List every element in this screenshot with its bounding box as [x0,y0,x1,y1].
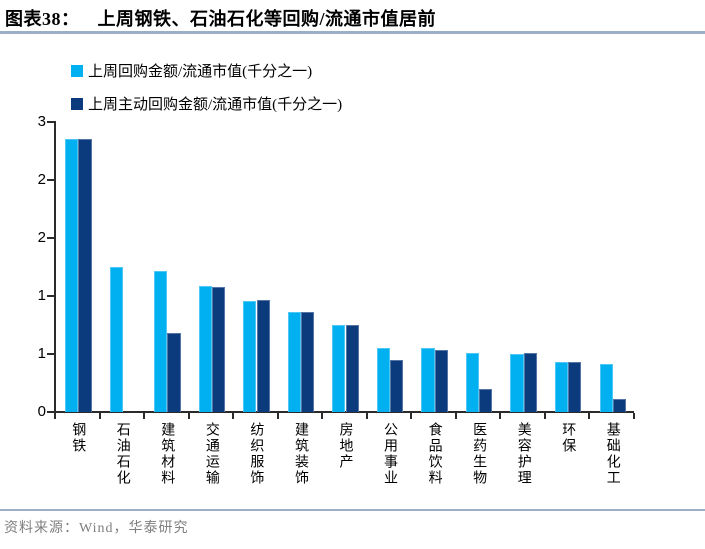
bar-light [243,300,257,412]
bar-dark [612,399,627,412]
x-axis-label: 建筑装饰 [293,422,308,486]
bar-light [376,348,391,412]
x-axis-label: 公用事业 [382,422,397,486]
x-axis-label: 交通运输 [203,422,219,486]
bar-dark [479,388,493,412]
x-axis-tick [276,413,279,419]
x-axis-label: 纺织服饰 [248,422,264,486]
figure-label: 图表38： [5,9,80,29]
x-axis-tick [143,413,146,419]
x-axis-tick [454,413,457,419]
bar-light [599,363,613,412]
bar-dark [345,325,359,412]
x-axis-tick [588,413,591,419]
legend-marker-light-icon [71,64,83,77]
x-axis-tick [321,413,324,419]
y-axis-tick [47,121,55,123]
y-axis-tick-label: 2 [37,171,46,188]
bar-light [154,270,168,412]
bar-light [287,312,301,412]
bar-light [332,325,346,412]
legend-label: 上周回购金额/流通市值(千分之一) [88,64,313,80]
x-axis-label: 房地产 [337,422,353,470]
bar-dark [78,139,92,412]
y-axis-tick [47,353,55,355]
x-axis-label: 建筑材料 [159,422,175,486]
bar-dark [390,359,404,412]
x-axis-label: 石油石化 [114,422,130,486]
bar-dark [256,299,270,412]
x-axis-label: 食品饮料 [426,422,442,486]
x-axis-label: 美容护理 [515,422,531,486]
bar-dark [434,350,448,412]
bar-light [465,353,480,412]
x-axis-tick [499,413,502,419]
source-note: 资料来源：Wind，华泰研究 [4,521,189,536]
bar-light [65,139,79,412]
legend-item-active-buyback: 上周主动回购金额/流通市值(千分之一) [71,93,342,114]
y-axis-tick [47,237,55,239]
x-axis-label: 基础化工 [604,422,620,486]
y-axis-tick [47,295,55,297]
x-axis-label: 钢铁 [70,422,86,454]
x-axis-tick [410,413,413,419]
y-axis-tick [47,179,55,181]
bar-light [554,361,569,412]
y-axis-line [54,121,56,413]
bar-light [198,286,212,412]
x-axis-label: 医药生物 [471,422,487,486]
y-axis-tick-label: 2 [37,229,46,246]
x-axis-tick [187,413,190,419]
legend-item-buyback: 上周回购金额/流通市值(千分之一) [71,60,312,81]
bar-dark [211,287,226,412]
y-axis-tick-label: 1 [37,345,46,362]
x-axis-tick [365,413,368,419]
bar-dark [568,361,582,412]
title-divider [0,31,705,34]
y-axis-tick [47,411,55,413]
bar-dark [167,332,181,412]
x-axis-tick [633,413,635,419]
legend-marker-dark-icon [71,97,83,110]
bar-dark [301,311,315,412]
bar-light [510,354,524,412]
x-axis-tick [54,413,56,419]
y-axis-tick-label: 1 [37,287,46,304]
bar-light [421,348,435,412]
bar-light [109,267,123,412]
x-axis-line [54,411,634,413]
legend-label: 上周主动回购金额/流通市值(千分之一) [88,97,343,113]
footer-divider [0,509,705,511]
y-axis-tick-label: 0 [37,403,46,420]
figure-title-row: 图表38： 上周钢铁、石油石化等回购/流通市值居前 [5,5,436,31]
x-axis-label: 环保 [560,422,576,454]
x-axis-tick [543,413,546,419]
y-axis-tick-label: 3 [37,113,46,130]
x-axis-tick [98,413,101,419]
x-axis-tick [232,413,235,419]
figure-title: 上周钢铁、石油石化等回购/流通市值居前 [97,9,436,29]
bar-dark [523,353,537,412]
